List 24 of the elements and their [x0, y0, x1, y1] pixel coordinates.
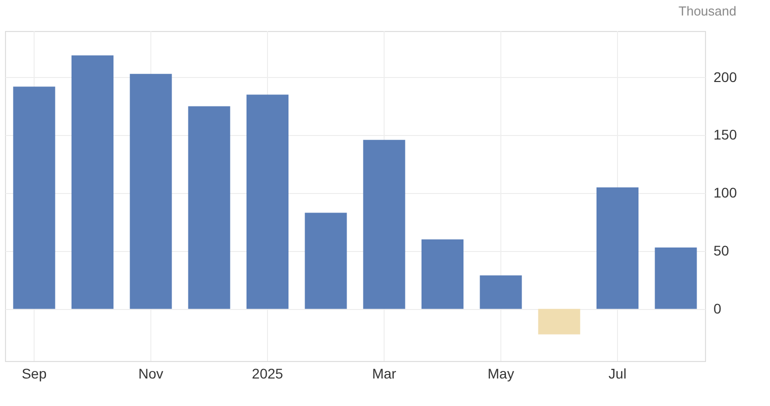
y-tick-label: 150	[714, 126, 738, 143]
x-tick-label: Mar	[372, 366, 397, 382]
x-tick-label: Jul	[608, 366, 626, 382]
bar	[596, 187, 638, 309]
bar	[188, 106, 230, 309]
y-axis-title: Thousand	[678, 4, 736, 18]
bar	[304, 212, 347, 309]
x-tick-label: 2025	[252, 366, 284, 382]
bar	[13, 86, 56, 309]
x-tick-label: Nov	[138, 366, 164, 382]
bar	[363, 140, 406, 309]
bar	[130, 74, 172, 309]
bar	[654, 248, 697, 309]
y-tick-label: 100	[714, 184, 738, 201]
bar	[538, 308, 580, 334]
bar	[480, 275, 522, 309]
x-tick-label: Sep	[22, 366, 47, 382]
y-tick-label: 200	[714, 68, 738, 85]
bar	[72, 55, 114, 309]
y-tick-label: 0	[714, 300, 722, 316]
y-tick-label: 50	[714, 242, 730, 258]
x-tick-label: May	[488, 366, 514, 382]
bar	[422, 239, 464, 309]
bar	[246, 94, 288, 309]
